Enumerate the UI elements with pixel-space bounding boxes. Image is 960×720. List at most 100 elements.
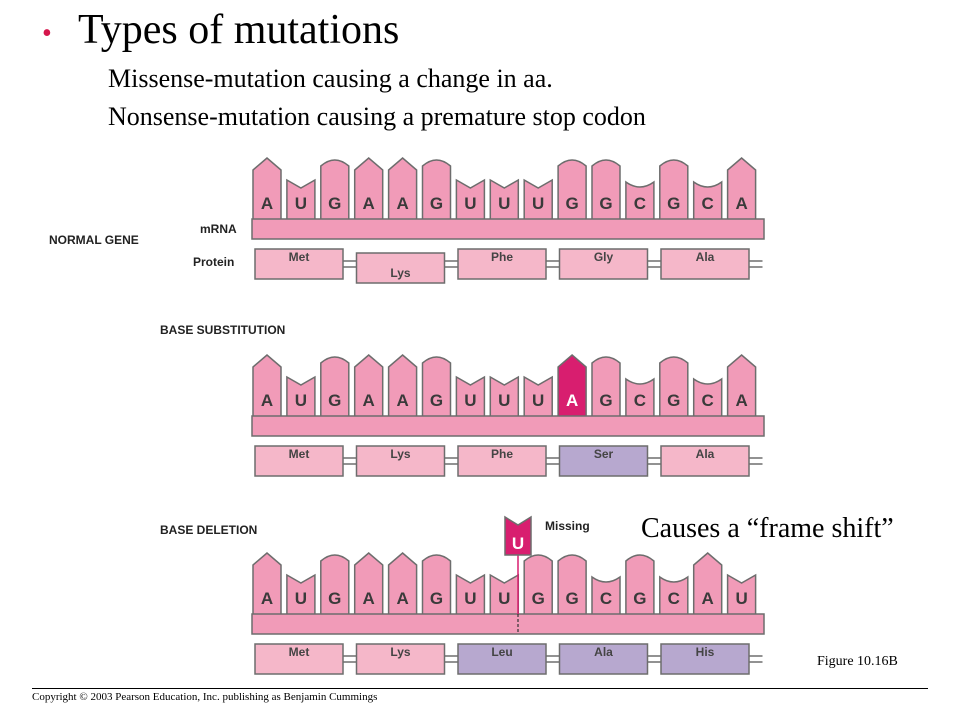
amino-acid-label: Ala — [696, 447, 715, 461]
base-letter: C — [702, 194, 714, 213]
base-letter: C — [600, 589, 612, 608]
protein-label: Protein — [193, 255, 234, 269]
base-shape — [659, 159, 689, 222]
amino-acid-box — [558, 445, 649, 477]
base-shape — [523, 554, 553, 617]
base-letter: G — [532, 589, 545, 608]
amino-acid-label: Met — [289, 447, 310, 461]
amino-acid-label: Phe — [491, 447, 513, 461]
base-shape — [625, 180, 655, 222]
base-shape — [625, 554, 655, 617]
amino-acid-box — [254, 445, 344, 477]
base-substitution-label: BASE SUBSTITUTION — [160, 323, 285, 337]
base-letter: A — [735, 391, 747, 410]
amino-acid-box — [254, 643, 344, 675]
base-letter: U — [498, 589, 510, 608]
base-letter: G — [599, 391, 612, 410]
amino-acid-box — [254, 248, 344, 280]
panel-1: A U G A A G U U U G G C G C A Met Lys Phe Gly Ala — [251, 157, 765, 284]
missing-label: Missing — [545, 519, 590, 533]
missing-base-shape — [504, 515, 532, 556]
amino-acid-label: Ala — [696, 250, 715, 264]
copyright-text: Copyright © 2003 Pearson Education, Inc.… — [32, 691, 378, 703]
amino-acid-box — [660, 248, 750, 280]
amino-acid-label: Met — [289, 645, 310, 659]
base-letter: G — [328, 391, 341, 410]
amino-acid-box — [457, 248, 547, 280]
mrna-strip — [251, 218, 765, 240]
amino-acid-label: Ser — [594, 447, 614, 461]
base-shape — [421, 554, 452, 617]
base-letter: U — [464, 194, 476, 213]
base-letter: U — [295, 589, 307, 608]
mrna-strip — [251, 415, 765, 437]
amino-acid-box — [558, 643, 649, 675]
base-letter: A — [396, 589, 408, 608]
amino-acid-box — [660, 643, 750, 675]
amino-acid-label: His — [696, 645, 715, 659]
base-letter: C — [634, 194, 646, 213]
base-letter: A — [261, 194, 273, 213]
amino-acid-label: Lys — [390, 447, 411, 461]
figure-label: Figure 10.16B — [817, 654, 898, 669]
amino-acid-box — [355, 445, 446, 477]
base-shape — [591, 356, 621, 419]
footer-divider — [32, 688, 928, 689]
base-letter: U — [295, 391, 307, 410]
base-letter: A — [396, 391, 408, 410]
base-letter: U — [532, 194, 544, 213]
base-letter: A — [702, 589, 714, 608]
base-letter: G — [667, 194, 680, 213]
base-letter: G — [565, 589, 578, 608]
missing-base-letter: U — [512, 534, 524, 553]
base-letter: U — [464, 589, 476, 608]
base-letter: U — [295, 194, 307, 213]
missense-definition: Missense-mutation causing a change in aa… — [108, 64, 553, 93]
panels-group: A U G A A G U U U G G C G C A Met Lys Phe Gly Ala A U G A A G U U U A… — [251, 157, 765, 675]
panel-2: A U G A A G U U U A G C G C A Met Lys Phe Ser Ala — [251, 354, 765, 477]
amino-acid-box — [355, 252, 446, 284]
base-letter: U — [498, 194, 510, 213]
base-letter: G — [667, 391, 680, 410]
base-letter: G — [328, 589, 341, 608]
nonsense-definition: Nonsense-mutation causing a premature st… — [108, 102, 646, 131]
base-shape — [320, 554, 350, 617]
base-letter: C — [702, 391, 714, 410]
amino-acid-box — [558, 248, 649, 280]
mrna-strip — [251, 613, 765, 635]
base-letter: A — [363, 194, 375, 213]
amino-acid-label: Leu — [491, 645, 512, 659]
amino-acid-label: Ala — [594, 645, 613, 659]
base-letter: A — [261, 589, 273, 608]
amino-acid-label: Gly — [594, 250, 614, 264]
base-shape — [659, 575, 689, 617]
base-letter: C — [668, 589, 680, 608]
base-deletion-label: BASE DELETION — [160, 523, 257, 537]
base-letter: A — [363, 589, 375, 608]
base-letter: G — [430, 194, 443, 213]
base-letter: U — [735, 589, 747, 608]
base-letter: U — [498, 391, 510, 410]
base-letter: G — [599, 194, 612, 213]
base-shape — [320, 159, 350, 222]
amino-acid-label: Lys — [390, 266, 411, 280]
base-letter: C — [634, 391, 646, 410]
base-shape — [692, 180, 723, 222]
normal-gene-label: NORMAL GENE — [49, 233, 139, 247]
amino-acid-label: Met — [289, 250, 310, 264]
base-letter: A — [566, 391, 578, 410]
base-shape — [591, 159, 621, 222]
base-letter: G — [565, 194, 578, 213]
base-shape — [625, 377, 655, 419]
base-shape — [659, 356, 689, 419]
base-letter: A — [363, 391, 375, 410]
amino-acid-label: Lys — [390, 645, 411, 659]
amino-acid-box — [457, 445, 547, 477]
base-shape — [692, 377, 723, 419]
base-letter: A — [735, 194, 747, 213]
base-shape — [591, 575, 621, 617]
base-letter: G — [430, 391, 443, 410]
amino-acid-box — [660, 445, 750, 477]
panel-3: A U G A A G U U G G C G C A U Met Lys Leu Ala His U — [251, 515, 765, 675]
